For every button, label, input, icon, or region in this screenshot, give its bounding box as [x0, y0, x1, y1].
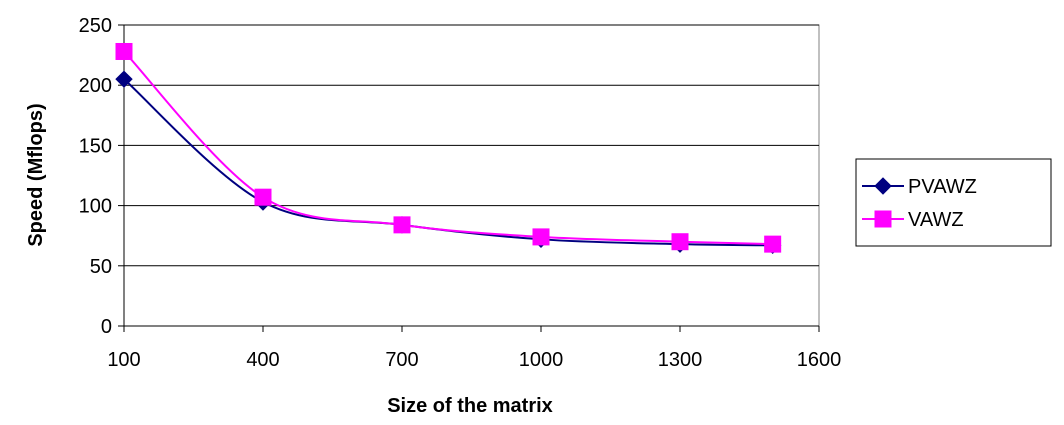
x-tick-label: 1600 [797, 349, 842, 371]
data-point-vawz [764, 235, 782, 253]
legend-item-pvawz: PVAWZ [862, 176, 977, 198]
legend-label: VAWZ [908, 209, 964, 231]
plot-border [123, 24, 820, 327]
legend-item-vawz: VAWZ [862, 209, 964, 231]
data-point-vawz [393, 216, 411, 234]
y-tick-label: 250 [79, 15, 112, 37]
x-tick-label: 1300 [658, 349, 703, 371]
x-tick-label: 1000 [519, 349, 564, 371]
series-vawz [115, 42, 782, 253]
y-axis-title: Speed (Mflops) [25, 103, 47, 246]
x-axis-title: Size of the matrix [387, 395, 553, 417]
data-point-vawz [254, 188, 272, 206]
data-point-vawz [115, 42, 133, 60]
legend-marker-pvawz [874, 177, 892, 195]
y-tick-label: 200 [79, 75, 112, 97]
y-tick-label: 50 [90, 256, 112, 278]
legend-box [855, 158, 1052, 247]
series-group [115, 42, 782, 255]
legend-label: PVAWZ [908, 176, 977, 198]
data-point-pvawz [115, 70, 133, 88]
x-tick-label: 100 [107, 349, 140, 371]
y-tick-label: 150 [79, 135, 112, 157]
x-tick-label: 400 [246, 349, 279, 371]
x-tick-labels: 100 400 700 1000 1300 1600 [107, 349, 841, 371]
legend: PVAWZ VAWZ [855, 158, 1052, 247]
gridlines [118, 24, 819, 327]
data-point-vawz [532, 228, 550, 246]
y-tick-label: 100 [79, 196, 112, 218]
data-point-vawz [671, 233, 689, 251]
legend-marker-vawz [874, 210, 892, 228]
plot-area [123, 24, 820, 327]
y-tick-label: 0 [101, 316, 112, 338]
x-tick-label: 700 [385, 349, 418, 371]
y-tick-labels: 0 50 100 150 200 250 [79, 15, 112, 338]
